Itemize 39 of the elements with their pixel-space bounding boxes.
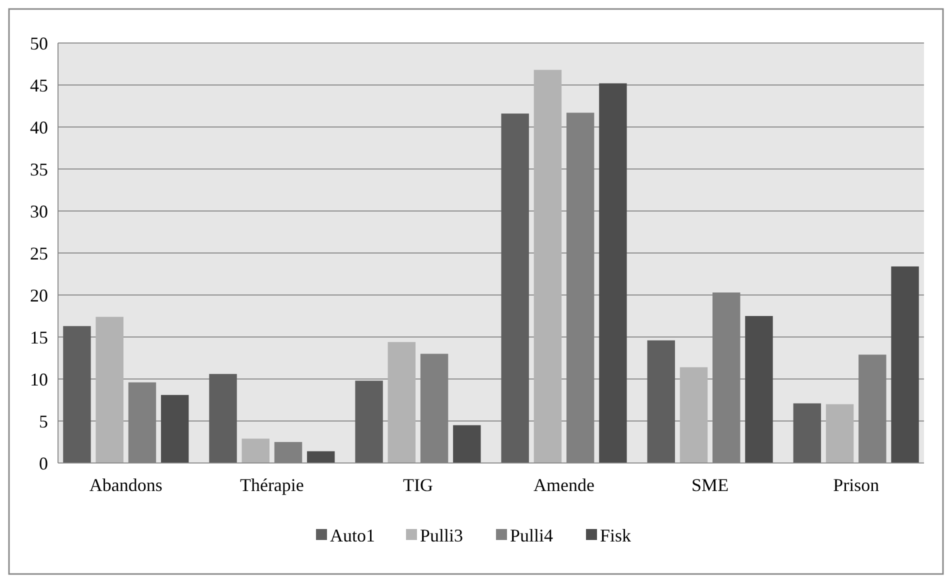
bar [501, 114, 529, 463]
legend-label: Fisk [600, 525, 632, 546]
y-tick-label: 45 [30, 75, 48, 96]
bar [534, 70, 562, 463]
y-tick-label: 25 [30, 243, 48, 264]
bar [599, 83, 627, 463]
y-tick-label: 0 [39, 453, 48, 474]
bar [160, 394, 189, 463]
bar [242, 438, 270, 463]
bar [63, 326, 91, 463]
legend-label: Pulli3 [420, 525, 464, 546]
y-tick-label: 5 [39, 411, 48, 432]
bar [826, 404, 854, 463]
y-tick-label: 20 [30, 285, 48, 306]
bar [793, 403, 822, 463]
bar [96, 316, 124, 463]
legend-label: Auto1 [330, 525, 375, 546]
bar [745, 316, 773, 463]
bar [453, 425, 481, 463]
y-tick-label: 30 [30, 201, 48, 222]
x-tick-label: SME [692, 475, 729, 495]
legend-label: Pulli4 [510, 525, 554, 546]
bar [209, 374, 237, 463]
bar [891, 266, 919, 463]
bar [355, 380, 383, 463]
y-tick-label: 40 [30, 117, 48, 138]
y-tick-label: 15 [30, 327, 48, 348]
x-tick-label: Abandons [89, 475, 162, 495]
y-tick-label: 50 [30, 33, 48, 54]
bar [680, 367, 708, 463]
x-tick-label: Thérapie [240, 475, 304, 495]
bar [388, 342, 416, 463]
x-tick-label: Amende [534, 475, 595, 495]
bar [647, 340, 675, 463]
x-tick-label: Prison [833, 475, 880, 495]
x-tick-label: TIG [402, 475, 433, 495]
y-tick-label: 10 [30, 369, 48, 390]
y-tick-label: 35 [30, 159, 48, 180]
bar [307, 451, 335, 463]
